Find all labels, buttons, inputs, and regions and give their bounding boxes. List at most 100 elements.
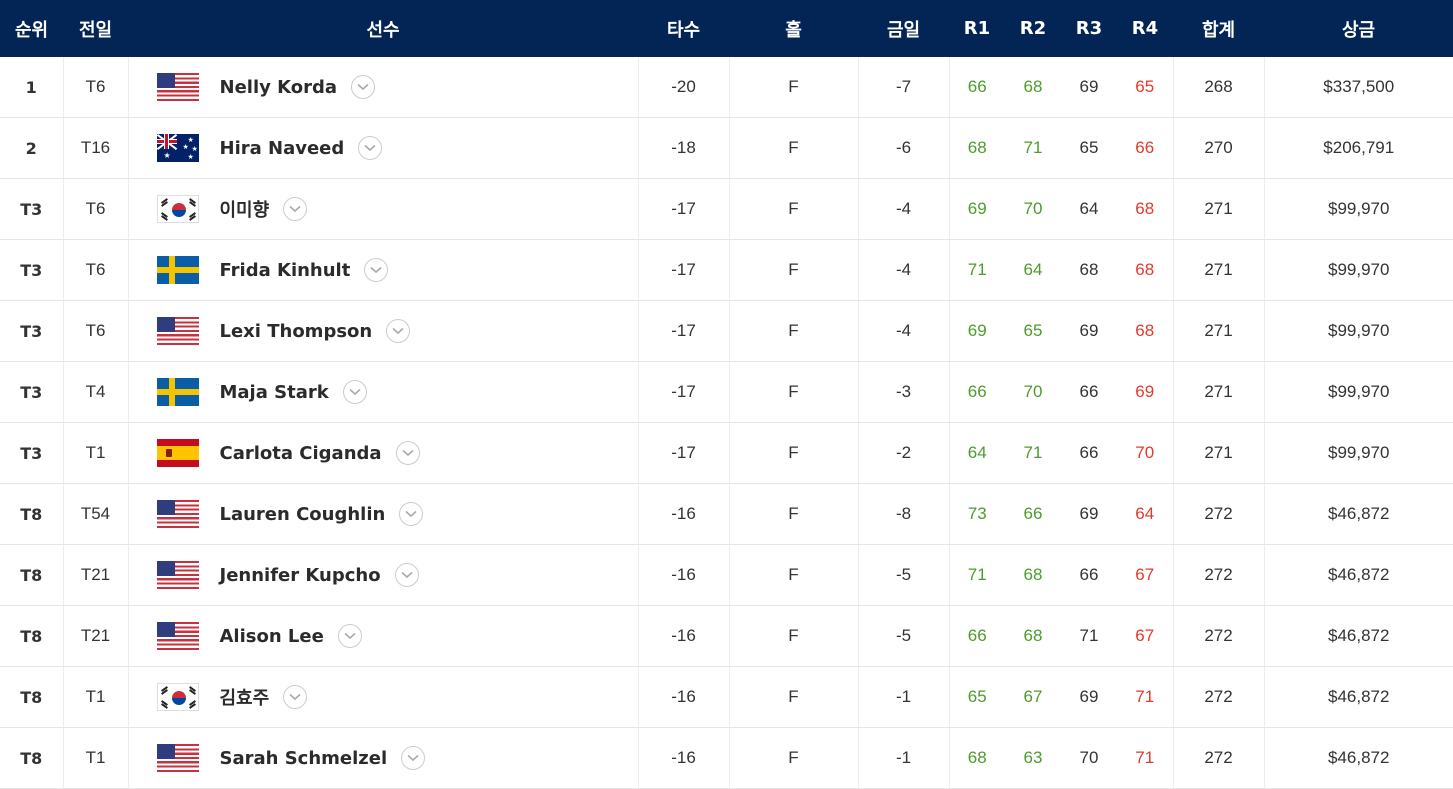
hole-cell: F	[729, 178, 859, 240]
table-row: 1 T6 Nelly Korda -20 F -7 66 68 69 65 268 $337,500	[0, 57, 1453, 118]
r2-cell: 68	[1005, 544, 1061, 606]
chevron-down-icon[interactable]	[342, 380, 367, 404]
player-cell[interactable]: ★ ★ ★ ★ ★ Hira Naveed	[128, 117, 639, 179]
chevron-down-icon[interactable]	[395, 441, 420, 465]
usa-flag-icon	[156, 73, 199, 101]
chevron-down-icon[interactable]	[401, 746, 426, 770]
score-cell: -18	[638, 117, 730, 179]
chevron-down-icon[interactable]	[337, 624, 362, 648]
r2-cell: 70	[1005, 178, 1061, 240]
prize-cell: $99,970	[1264, 422, 1453, 484]
today-cell: -5	[858, 544, 950, 606]
col-prize[interactable]: 상금	[1264, 0, 1453, 57]
prize-cell: $99,970	[1264, 178, 1453, 240]
r3-cell: 64	[1061, 178, 1117, 240]
today-cell: -2	[858, 422, 950, 484]
r1-cell: 66	[949, 57, 1005, 118]
player-name[interactable]: 이미향	[219, 200, 270, 221]
rank-cell: T3	[0, 178, 64, 240]
rank-cell: T8	[0, 544, 64, 606]
player-cell[interactable]: 김효주	[128, 666, 639, 728]
r4-cell: 65	[1117, 57, 1174, 118]
usa-flag-icon	[156, 561, 199, 589]
chevron-down-icon[interactable]	[351, 75, 376, 99]
table-row: T8 T21 Alison Lee -16 F -5 66 68 71 67 272 $46,872	[0, 605, 1453, 667]
col-r1[interactable]: R1	[949, 0, 1005, 57]
hole-cell: F	[729, 605, 859, 667]
r4-cell: 70	[1117, 422, 1174, 484]
player-cell[interactable]: 이미향	[128, 178, 639, 240]
score-cell: -17	[638, 300, 730, 362]
today-cell: -6	[858, 117, 950, 179]
r4-cell: 68	[1117, 239, 1174, 301]
player-name[interactable]: Alison Lee	[219, 625, 324, 647]
r1-cell: 65	[949, 666, 1005, 728]
sweden-flag-icon	[156, 256, 199, 284]
player-cell[interactable]: Lexi Thompson	[128, 300, 639, 362]
total-cell: 272	[1173, 605, 1265, 667]
r3-cell: 71	[1061, 605, 1117, 667]
player-cell[interactable]: Nelly Korda	[128, 57, 639, 118]
player-name[interactable]: Lauren Coughlin	[219, 503, 386, 525]
player-name[interactable]: Lexi Thompson	[219, 320, 373, 342]
chevron-down-icon[interactable]	[364, 258, 389, 282]
r2-cell: 70	[1005, 361, 1061, 423]
table-row: T3 T4 Maja Stark -17 F -3 66 70 66 69 271 $99,970	[0, 361, 1453, 423]
r3-cell: 70	[1061, 727, 1117, 789]
col-player[interactable]: 선수	[128, 0, 638, 57]
col-hole[interactable]: 홀	[729, 0, 858, 57]
chevron-down-icon[interactable]	[358, 136, 383, 160]
spain-flag-icon	[156, 439, 199, 467]
table-row: 2 T16 ★ ★ ★ ★ ★ Hira Naveed -18 F -6 68 71 65 66 270 $20…	[0, 117, 1453, 179]
score-cell: -16	[638, 605, 730, 667]
hole-cell: F	[729, 544, 859, 606]
player-cell[interactable]: Carlota Ciganda	[128, 422, 639, 484]
player-cell[interactable]: Lauren Coughlin	[128, 483, 639, 545]
chevron-down-icon[interactable]	[283, 685, 308, 709]
col-score[interactable]: 타수	[638, 0, 729, 57]
player-cell[interactable]: Jennifer Kupcho	[128, 544, 639, 606]
prize-cell: $46,872	[1264, 483, 1453, 545]
table-row: T8 T1 Sarah Schmelzel -16 F -1 68 63 70 71 272 $46,…	[0, 727, 1453, 789]
total-cell: 271	[1173, 300, 1265, 362]
col-r4[interactable]: R4	[1117, 0, 1173, 57]
col-r2[interactable]: R2	[1005, 0, 1061, 57]
r4-cell: 64	[1117, 483, 1174, 545]
player-name[interactable]: Maja Stark	[219, 381, 329, 403]
chevron-down-icon[interactable]	[386, 319, 411, 343]
player-name[interactable]: Jennifer Kupcho	[219, 564, 381, 586]
player-cell[interactable]: Maja Stark	[128, 361, 639, 423]
r1-cell: 73	[949, 483, 1005, 545]
hole-cell: F	[729, 239, 859, 301]
prize-cell: $46,872	[1264, 727, 1453, 789]
total-cell: 272	[1173, 483, 1265, 545]
player-cell[interactable]: Sarah Schmelzel	[128, 727, 639, 789]
score-cell: -16	[638, 544, 730, 606]
prev-rank-cell: T1	[63, 727, 129, 789]
player-name[interactable]: Sarah Schmelzel	[219, 747, 388, 769]
sweden-flag-icon	[156, 378, 199, 406]
r1-cell: 66	[949, 361, 1005, 423]
player-name[interactable]: Hira Naveed	[219, 137, 345, 159]
col-r3[interactable]: R3	[1061, 0, 1117, 57]
chevron-down-icon[interactable]	[283, 197, 308, 221]
player-cell[interactable]: Frida Kinhult	[128, 239, 639, 301]
score-cell: -16	[638, 666, 730, 728]
col-total[interactable]: 합계	[1173, 0, 1264, 57]
hole-cell: F	[729, 727, 859, 789]
player-name[interactable]: Carlota Ciganda	[219, 442, 382, 464]
australia-flag-icon: ★ ★ ★ ★ ★	[156, 134, 199, 162]
player-cell[interactable]: Alison Lee	[128, 605, 639, 667]
player-name[interactable]: 김효주	[219, 688, 270, 709]
player-name[interactable]: Nelly Korda	[219, 76, 338, 98]
player-name[interactable]: Frida Kinhult	[219, 259, 351, 281]
col-prev[interactable]: 전일	[63, 0, 128, 57]
chevron-down-icon[interactable]	[394, 563, 419, 587]
prize-cell: $99,970	[1264, 361, 1453, 423]
col-rank[interactable]: 순위	[0, 0, 63, 57]
col-today[interactable]: 금일	[858, 0, 949, 57]
r3-cell: 66	[1061, 361, 1117, 423]
r1-cell: 71	[949, 544, 1005, 606]
chevron-down-icon[interactable]	[399, 502, 424, 526]
